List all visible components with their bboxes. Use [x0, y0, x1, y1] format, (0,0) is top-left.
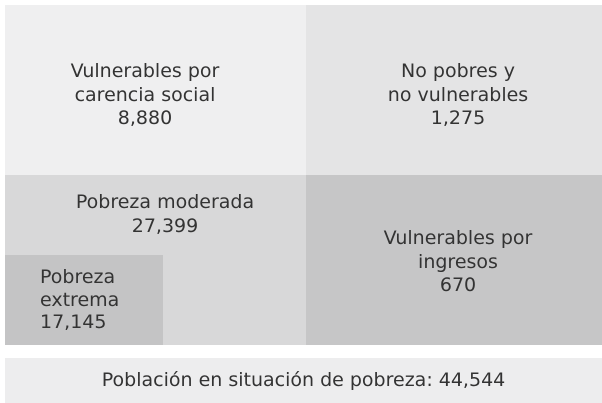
label: Vulnerables por [383, 227, 533, 249]
label: extrema [40, 288, 120, 311]
cell-bg [5, 255, 163, 345]
footer: Población en situación de pobreza: 44,54… [5, 369, 602, 393]
label: no vulnerables [387, 83, 529, 106]
cell-text: No pobres y no vulnerables 1,275 [316, 60, 600, 131]
value: 17,145 [40, 311, 107, 333]
label: carencia social [74, 83, 216, 106]
cell-bg [5, 5, 306, 175]
footer-bg [5, 358, 602, 403]
label: Pobreza [40, 266, 116, 288]
label: Vulnerables por [70, 60, 220, 82]
footer-text: Población en situación de pobreza: 44,54… [101, 369, 506, 391]
label: Pobreza moderada [75, 191, 255, 213]
cell-bg [306, 5, 602, 175]
value: 8,880 [117, 107, 173, 129]
cell-text: Pobreza extrema 17,145 [40, 266, 119, 334]
value: 670 [439, 274, 477, 296]
cell-text: Pobreza moderada 27,399 [5, 191, 325, 238]
cell-text: Vulnerables por ingresos 670 [316, 227, 600, 298]
label: No pobres y [401, 60, 515, 82]
cell-bg [306, 175, 602, 345]
label: ingresos [418, 250, 498, 273]
cell-text: Vulnerables por carencia social 8,880 [5, 60, 285, 131]
value: 27,399 [131, 214, 199, 237]
value: 1,275 [430, 107, 486, 129]
